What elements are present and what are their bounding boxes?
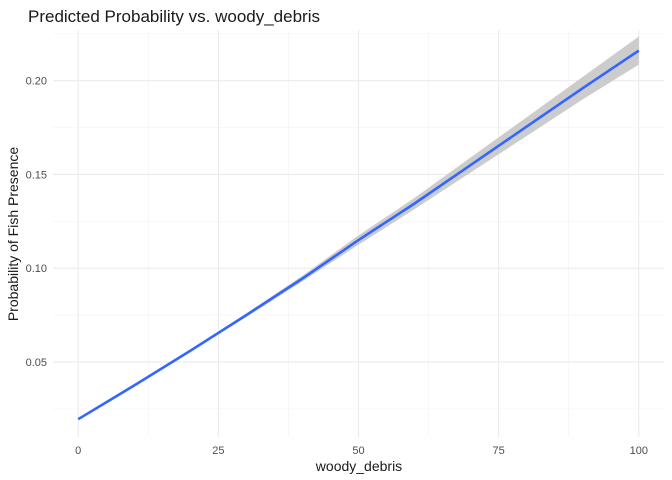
prediction-line — [77, 49, 640, 421]
x-tick-label: 50 — [352, 445, 364, 457]
x-tick-label: 0 — [75, 445, 81, 457]
grid — [53, 30, 664, 437]
x-tick-label: 100 — [630, 445, 648, 457]
y-axis-label: Probability of Fish Presence — [5, 147, 21, 322]
y-tick-label: 0.10 — [26, 263, 47, 275]
chart-title: Predicted Probability vs. woody_debris — [28, 7, 320, 26]
y-tick-label: 0.15 — [26, 169, 47, 181]
x-tick-label: 25 — [212, 445, 224, 457]
x-tick-label: 75 — [493, 445, 505, 457]
y-tick-label: 0.20 — [26, 76, 47, 88]
y-tick-label: 0.05 — [26, 357, 47, 369]
tick-labels: 0 25 50 75 100 0.05 0.10 0.15 0.20 — [26, 76, 648, 457]
x-axis-label: woody_debris — [315, 458, 402, 474]
